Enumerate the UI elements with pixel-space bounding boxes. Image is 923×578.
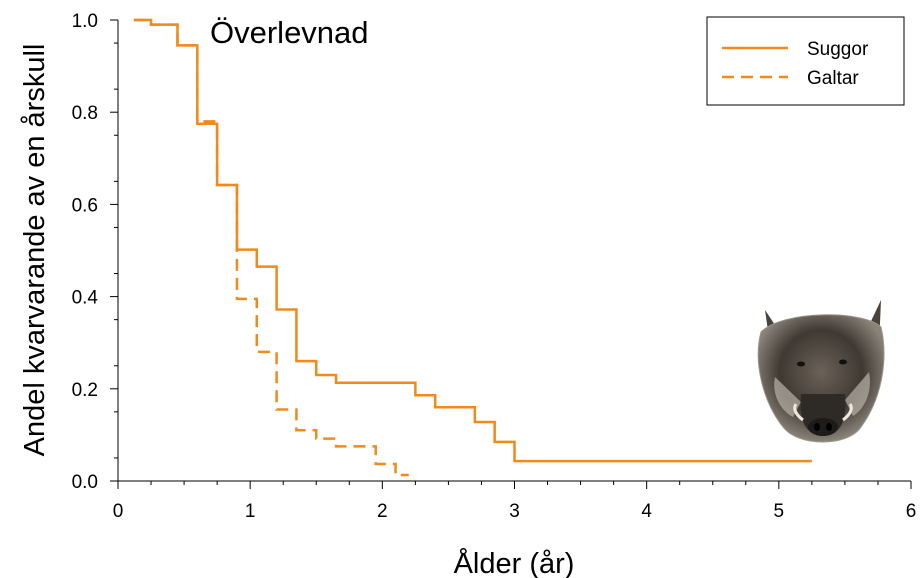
legend: Suggor Galtar	[706, 16, 905, 106]
y-tick-label: 0.4	[72, 288, 99, 309]
x-tick-label: 1	[245, 501, 256, 522]
legend-label-suggor: Suggor	[807, 39, 869, 60]
wild-boar-illustration	[757, 300, 885, 443]
x-tick-label: 4	[641, 501, 652, 522]
legend-box	[706, 16, 905, 106]
x-tick-label: 2	[377, 501, 388, 522]
y-tick-label: 0.2	[72, 380, 98, 401]
x-axis-title: Ålder (år)	[454, 547, 575, 578]
y-tick-label: 1.0	[72, 11, 98, 32]
axes: 0 1 2 3 4 5 6 0.0 0.2 0.4 0.6 0.8 1.0	[72, 11, 917, 522]
x-tick-label: 6	[906, 501, 917, 522]
series-lines	[133, 18, 812, 477]
y-tick-label: 0.0	[72, 472, 98, 493]
x-tick-label: 0	[113, 501, 124, 522]
x-tick-label: 3	[509, 501, 520, 522]
series-line-galtar	[133, 18, 409, 477]
legend-label-galtar: Galtar	[807, 68, 859, 89]
chart-title: Överlevnad	[210, 15, 369, 50]
y-tick-label: 0.8	[72, 103, 98, 124]
y-axis-title: Andel kvarvarande av en årskull	[19, 44, 51, 457]
x-tick-label: 5	[774, 501, 785, 522]
y-tick-label: 0.6	[72, 195, 98, 216]
